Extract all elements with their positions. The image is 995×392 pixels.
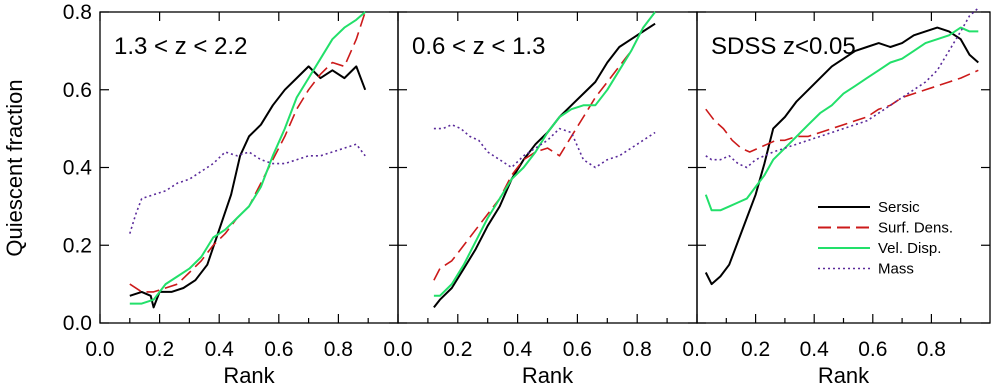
legend: Sersic Surf. Dens. Vel. Disp. Mass xyxy=(818,199,953,278)
legend-label: Sersic xyxy=(878,199,920,216)
panel-1: 0.0 0.2 0.4 0.6 0.8 0.0 0.2 0.4 0.6 0.8 Rank 1.3 < … xyxy=(63,1,399,388)
series-sersic-line xyxy=(704,26,979,286)
y-tick-label: 0.8 xyxy=(63,1,92,24)
y-tick-label: 0.0 xyxy=(63,312,92,335)
legend-label: Mass xyxy=(878,261,914,278)
legend-item: Mass xyxy=(818,261,914,278)
x-tick-label: 0.8 xyxy=(324,338,353,361)
panel-3: 0.0 0.2 0.4 0.6 0.8 Rank SDSS z<0.05 xyxy=(682,7,991,388)
series-sersic-line xyxy=(129,65,367,309)
x-tick-label: 0.4 xyxy=(205,338,235,361)
y-tick-label: 0.4 xyxy=(63,157,93,180)
legend-label: Surf. Dens. xyxy=(878,220,953,237)
x-tick-label: 0.4 xyxy=(800,338,830,361)
legend-item: Sersic xyxy=(818,199,920,216)
x-tick-label: 0.2 xyxy=(145,338,174,361)
x-tick-label: 0.2 xyxy=(443,338,472,361)
panels: 0.0 0.2 0.4 0.6 0.8 0.0 0.2 0.4 0.6 0.8 Rank 1.3 < … xyxy=(63,1,991,388)
panel-title: 0.6 < z < 1.3 xyxy=(412,33,545,60)
x-tick-label: 0.0 xyxy=(85,338,114,361)
series-sersic-line xyxy=(433,22,656,309)
series-vel-disp-line xyxy=(433,11,656,297)
x-tick-label: 0.6 xyxy=(264,338,293,361)
panel-title: SDSS z<0.05 xyxy=(711,33,856,60)
x-axis-title: Rank xyxy=(818,363,870,388)
series-mass-line xyxy=(705,7,979,169)
x-tick-label: 0.8 xyxy=(917,338,946,361)
series-vel-disp-line xyxy=(704,26,979,212)
x-tick-label: 0.2 xyxy=(741,338,770,361)
x-axis-title: Rank xyxy=(522,363,574,388)
x-tick-label: 0.6 xyxy=(858,338,887,361)
panel-title: 1.3 < z < 2.2 xyxy=(114,33,247,60)
series-surf-dens-line xyxy=(705,69,979,153)
series-mass-line xyxy=(129,143,366,234)
x-tick-label: 0.4 xyxy=(503,338,533,361)
x-tick-label: 0.6 xyxy=(563,338,592,361)
x-axis-title: Rank xyxy=(223,363,275,388)
legend-item: Surf. Dens. xyxy=(818,220,953,237)
x-tick-label: 0.8 xyxy=(623,338,652,361)
series-mass-line xyxy=(433,123,656,169)
y-axis-title: Quiescent fraction xyxy=(2,79,27,256)
x-tick-label: 0.0 xyxy=(682,338,711,361)
legend-label: Vel. Disp. xyxy=(878,240,941,257)
series-vel-disp-line xyxy=(129,11,366,305)
series-surf-dens-line xyxy=(433,11,656,281)
legend-item: Vel. Disp. xyxy=(818,240,941,257)
x-tick-label: 0.0 xyxy=(383,338,412,361)
y-tick-label: 0.6 xyxy=(63,79,92,102)
y-tick-label: 0.2 xyxy=(63,234,92,257)
panel-2: 0.0 0.2 0.4 0.6 0.8 Rank 0.6 < z < 1.3 xyxy=(383,11,698,388)
